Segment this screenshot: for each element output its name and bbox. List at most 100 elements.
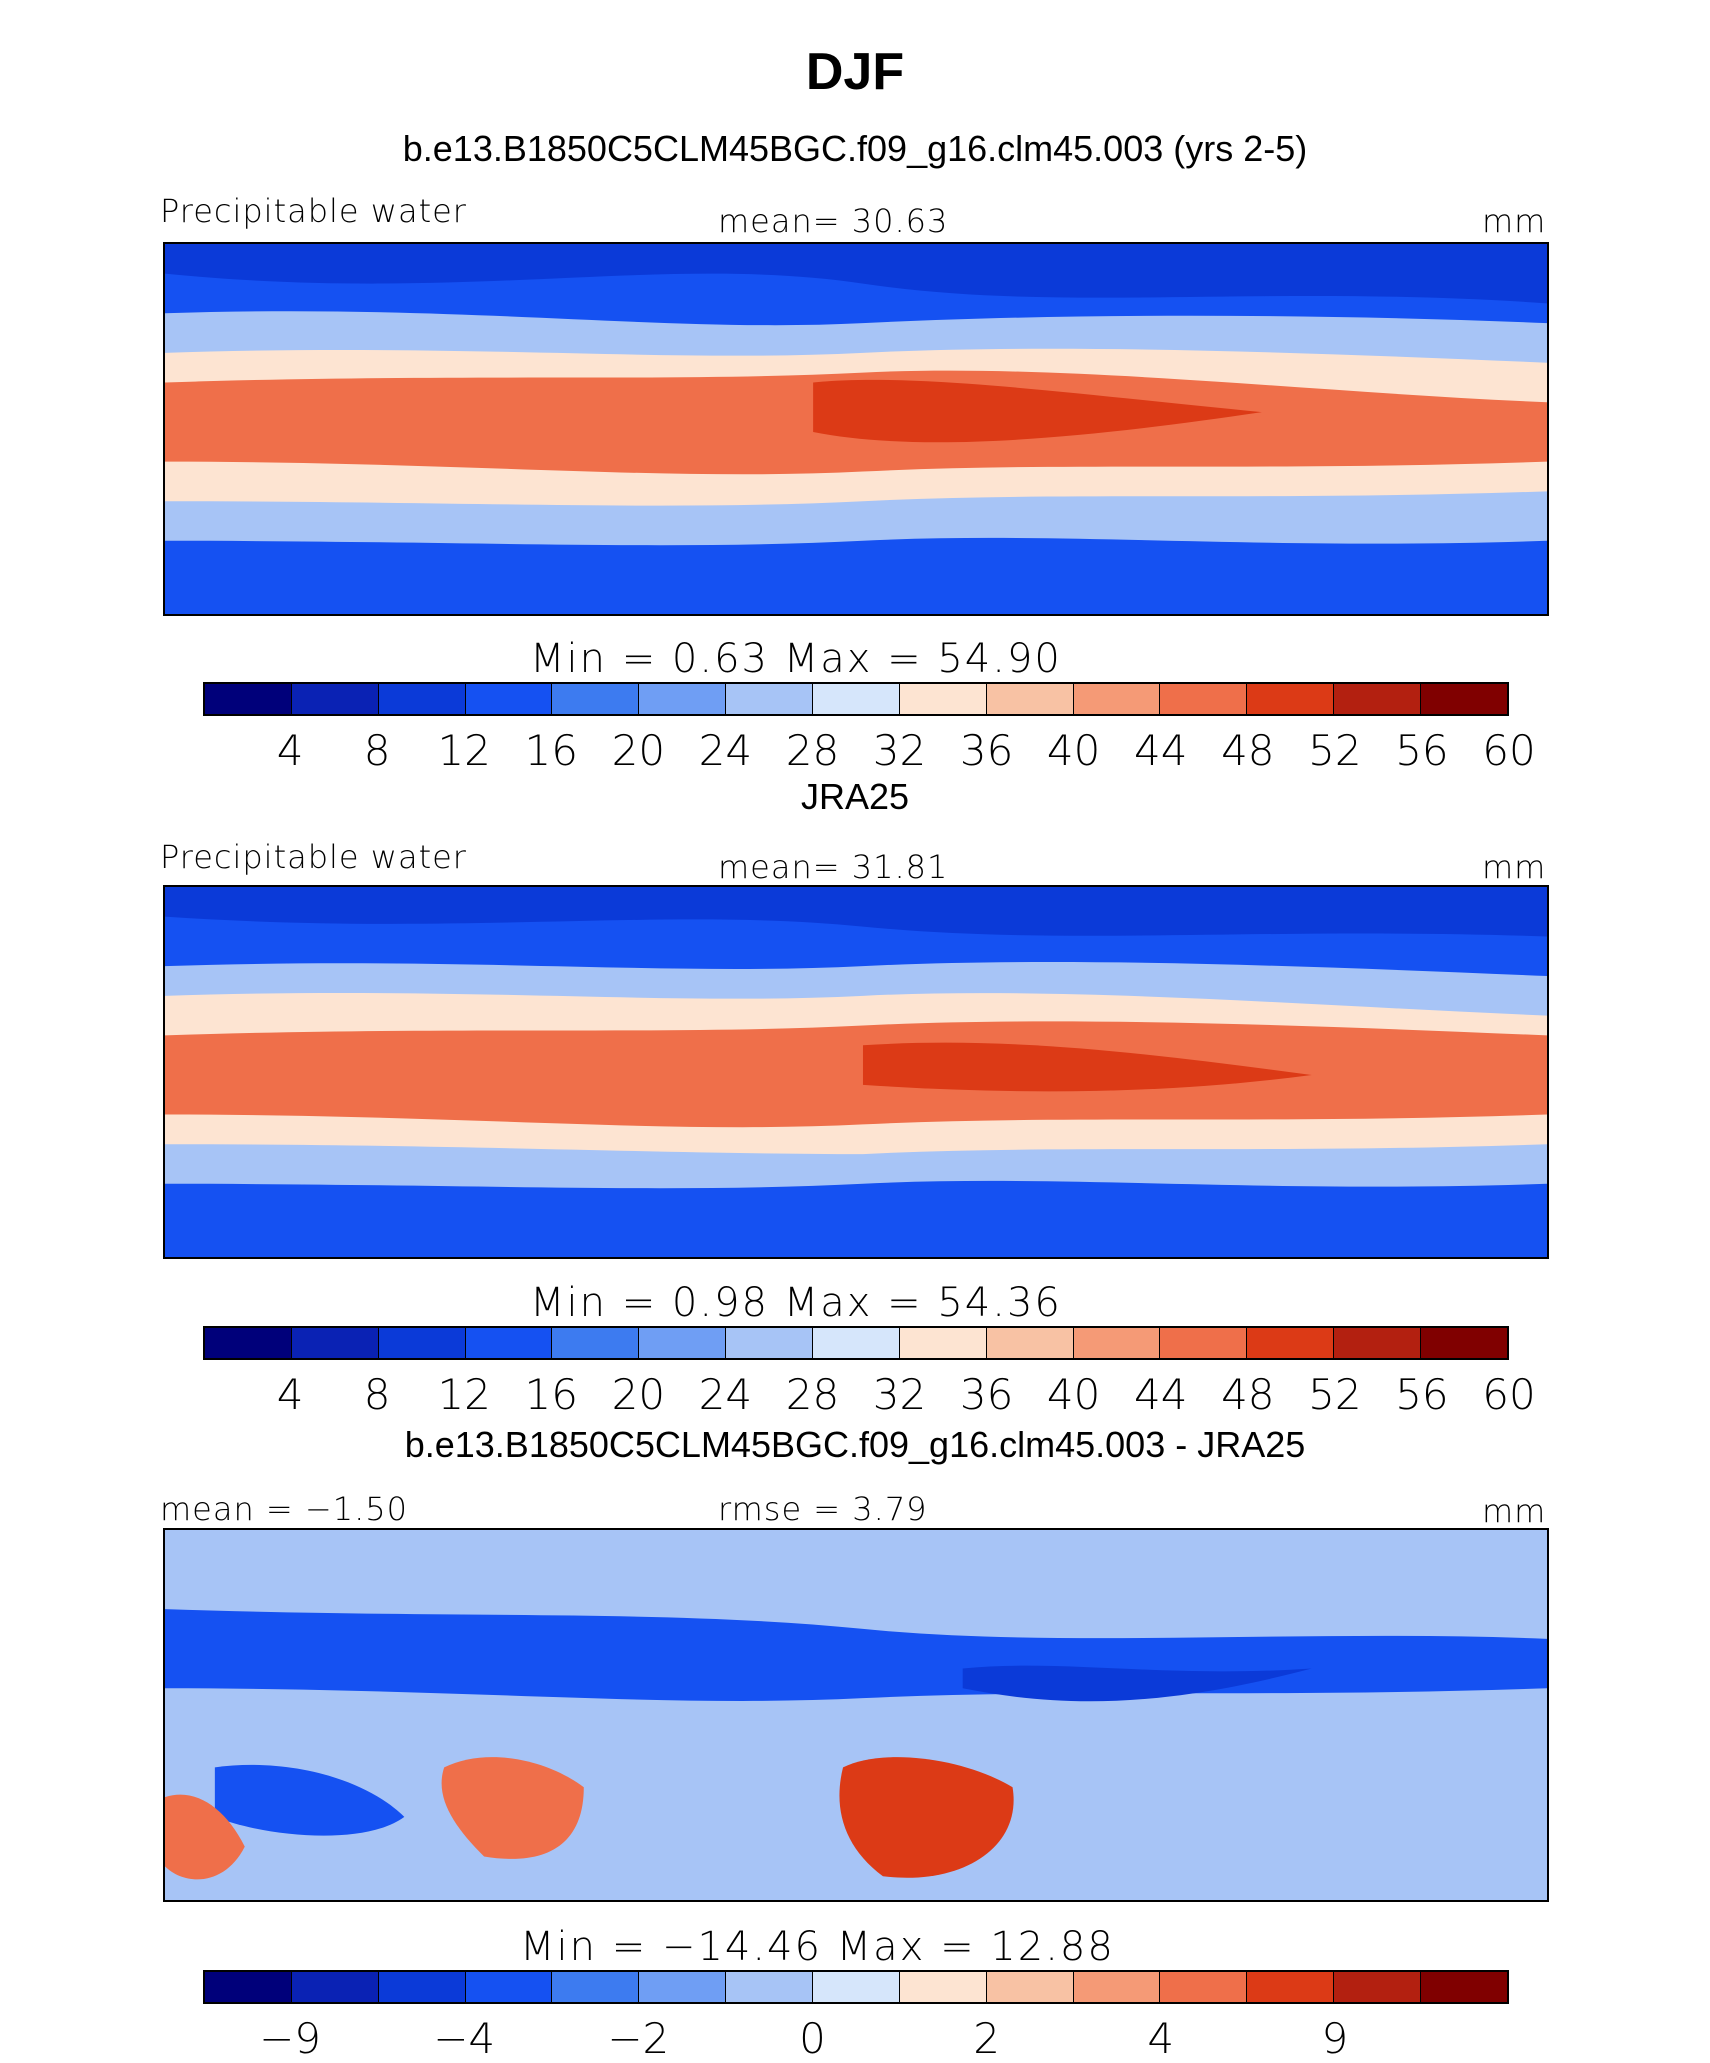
colorbar-tick-label: 56 <box>1395 1370 1449 1419</box>
colorbar-swatch <box>726 684 814 714</box>
colorbar-swatch <box>465 1972 553 2002</box>
colorbar-tick-label: 60 <box>1482 726 1536 775</box>
colorbar-swatch <box>1421 1328 1507 1358</box>
colorbar-swatch <box>552 1328 640 1358</box>
panel-3-rmse-label: rmse = 3.79 <box>718 1490 928 1528</box>
colorbar-tick-label: 44 <box>1133 726 1188 775</box>
colorbar-tick-label: −2 <box>607 2014 670 2063</box>
colorbar-swatch <box>899 684 987 714</box>
colorbar-tick-label: 4 <box>276 726 304 775</box>
colorbar-swatch <box>205 1328 292 1358</box>
colorbar-tick-label: 9 <box>1321 2014 1349 2063</box>
panel-3-title: b.e13.B1850C5CLM45BGC.f09_g16.clm45.003 … <box>404 1424 1306 1465</box>
colorbar-tick-label: 48 <box>1221 1370 1275 1419</box>
colorbar-tick-label: 36 <box>959 1370 1014 1419</box>
colorbar-swatch <box>378 1972 466 2002</box>
colorbar-tick-label: 2 <box>973 2014 1000 2063</box>
colorbar-swatch <box>1334 1972 1422 2002</box>
colorbar-swatch <box>639 1972 727 2002</box>
colorbar-swatch <box>1160 684 1248 714</box>
panel-1-variable-label: Precipitable water <box>160 192 467 230</box>
colorbar-swatch <box>465 1328 553 1358</box>
panel-2-unit-label: mm <box>1482 848 1547 886</box>
figure-title: DJF <box>805 43 905 101</box>
panel-1-mean-label: mean= 30.63 <box>718 202 949 240</box>
colorbar-tick-label: 36 <box>959 726 1014 775</box>
colorbar-tick-label: 40 <box>1046 1370 1101 1419</box>
colorbar-tick-label: 32 <box>872 726 927 775</box>
colorbar-swatch <box>291 1328 379 1358</box>
colorbar-swatch <box>1247 1328 1335 1358</box>
colorbar-tick-label: 28 <box>785 726 840 775</box>
panel-3-colorbar <box>203 1970 1509 2004</box>
panel-2-variable-label: Precipitable water <box>160 838 467 876</box>
panel-1-colorbar <box>203 682 1509 716</box>
colorbar-swatch <box>986 1328 1074 1358</box>
panel-3-unit-label: mm <box>1482 1492 1547 1530</box>
colorbar-tick-label: 0 <box>799 2014 826 2063</box>
colorbar-swatch <box>899 1328 987 1358</box>
colorbar-swatch <box>1421 1972 1507 2002</box>
colorbar-swatch <box>639 1328 727 1358</box>
colorbar-tick-label: 56 <box>1395 726 1449 775</box>
panel-2-map <box>163 885 1549 1259</box>
panel-3-mean-label: mean = −1.50 <box>160 1490 408 1528</box>
colorbar-swatch <box>552 1972 640 2002</box>
colorbar-tick-label: 16 <box>524 726 578 775</box>
colorbar-tick-label: 32 <box>872 1370 927 1419</box>
colorbar-swatch <box>726 1972 814 2002</box>
colorbar-tick-label: 4 <box>1147 2014 1175 2063</box>
colorbar-swatch <box>465 684 553 714</box>
colorbar-swatch <box>813 1328 900 1358</box>
colorbar-swatch <box>1421 684 1507 714</box>
colorbar-swatch <box>986 684 1074 714</box>
colorbar-swatch <box>205 1972 292 2002</box>
colorbar-tick-label: 60 <box>1482 1370 1536 1419</box>
panel-1-unit-label: mm <box>1482 202 1547 240</box>
colorbar-swatch <box>1247 1972 1335 2002</box>
colorbar-tick-label: 20 <box>611 726 666 775</box>
colorbar-swatch <box>205 684 292 714</box>
colorbar-swatch <box>552 684 640 714</box>
colorbar-swatch <box>899 1972 987 2002</box>
colorbar-tick-label: 8 <box>363 1370 391 1419</box>
colorbar-tick-label: 28 <box>785 1370 840 1419</box>
panel-1-title: b.e13.B1850C5CLM45BGC.f09_g16.clm45.003 … <box>402 128 1308 169</box>
panel-1-map <box>163 242 1549 616</box>
colorbar-tick-label: 8 <box>363 726 391 775</box>
colorbar-tick-label: 12 <box>437 1370 491 1419</box>
panel-3-map <box>163 1528 1549 1902</box>
colorbar-tick-label: 16 <box>524 1370 578 1419</box>
colorbar-tick-label: 24 <box>698 1370 753 1419</box>
colorbar-swatch <box>813 1972 900 2002</box>
colorbar-tick-label: 40 <box>1046 726 1101 775</box>
colorbar-tick-label: 24 <box>698 726 753 775</box>
colorbar-tick-label: 12 <box>437 726 491 775</box>
panel-2-title: JRA25 <box>800 776 910 817</box>
colorbar-tick-label: 52 <box>1308 726 1362 775</box>
colorbar-tick-label: 20 <box>611 1370 666 1419</box>
colorbar-swatch <box>291 1972 379 2002</box>
colorbar-swatch <box>1073 1328 1161 1358</box>
colorbar-swatch <box>1160 1328 1248 1358</box>
panel-3-min-max: Min = −14.46 Max = 12.88 <box>520 1924 1115 1970</box>
colorbar-swatch <box>1073 1972 1161 2002</box>
colorbar-swatch <box>291 684 379 714</box>
colorbar-swatch <box>726 1328 814 1358</box>
panel-2-colorbar <box>203 1326 1509 1360</box>
colorbar-tick-label: 52 <box>1308 1370 1362 1419</box>
colorbar-swatch <box>1247 684 1335 714</box>
colorbar-swatch <box>1073 684 1161 714</box>
colorbar-swatch <box>986 1972 1074 2002</box>
colorbar-swatch <box>1334 684 1422 714</box>
colorbar-swatch <box>378 684 466 714</box>
colorbar-swatch <box>378 1328 466 1358</box>
colorbar-tick-label: −4 <box>433 2014 496 2063</box>
colorbar-tick-label: 44 <box>1133 1370 1188 1419</box>
colorbar-swatch <box>639 684 727 714</box>
panel-2-min-max: Min = 0.98 Max = 54.36 <box>530 1280 1062 1326</box>
colorbar-swatch <box>813 684 900 714</box>
colorbar-tick-label: 4 <box>276 1370 304 1419</box>
colorbar-swatch <box>1334 1328 1422 1358</box>
colorbar-tick-label: −9 <box>259 2014 322 2063</box>
